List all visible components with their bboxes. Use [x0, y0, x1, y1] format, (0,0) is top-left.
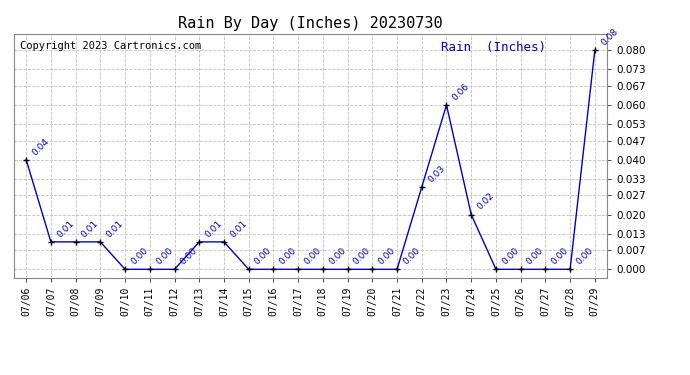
Text: 0.01: 0.01 — [104, 219, 125, 239]
Text: 0.01: 0.01 — [80, 219, 100, 239]
Text: 0.03: 0.03 — [426, 164, 446, 184]
Text: 0.00: 0.00 — [253, 246, 273, 267]
Text: Rain  (Inches): Rain (Inches) — [441, 41, 546, 54]
Text: 0.00: 0.00 — [401, 246, 422, 267]
Text: 0.00: 0.00 — [179, 246, 199, 267]
Text: 0.00: 0.00 — [327, 246, 348, 267]
Text: Copyright 2023 Cartronics.com: Copyright 2023 Cartronics.com — [20, 41, 201, 51]
Text: 0.08: 0.08 — [599, 27, 620, 47]
Text: 0.01: 0.01 — [55, 219, 76, 239]
Title: Rain By Day (Inches) 20230730: Rain By Day (Inches) 20230730 — [178, 16, 443, 31]
Text: 0.04: 0.04 — [30, 136, 51, 157]
Text: 0.00: 0.00 — [277, 246, 298, 267]
Text: 0.01: 0.01 — [204, 219, 224, 239]
Text: 0.00: 0.00 — [574, 246, 595, 267]
Text: 0.02: 0.02 — [475, 191, 496, 212]
Text: 0.00: 0.00 — [377, 246, 397, 267]
Text: 0.00: 0.00 — [154, 246, 175, 267]
Text: 0.00: 0.00 — [352, 246, 373, 267]
Text: 0.01: 0.01 — [228, 219, 248, 239]
Text: 0.06: 0.06 — [451, 82, 471, 102]
Text: 0.00: 0.00 — [549, 246, 570, 267]
Text: 0.00: 0.00 — [302, 246, 323, 267]
Text: 0.00: 0.00 — [129, 246, 150, 267]
Text: 0.00: 0.00 — [525, 246, 545, 267]
Text: 0.00: 0.00 — [500, 246, 521, 267]
